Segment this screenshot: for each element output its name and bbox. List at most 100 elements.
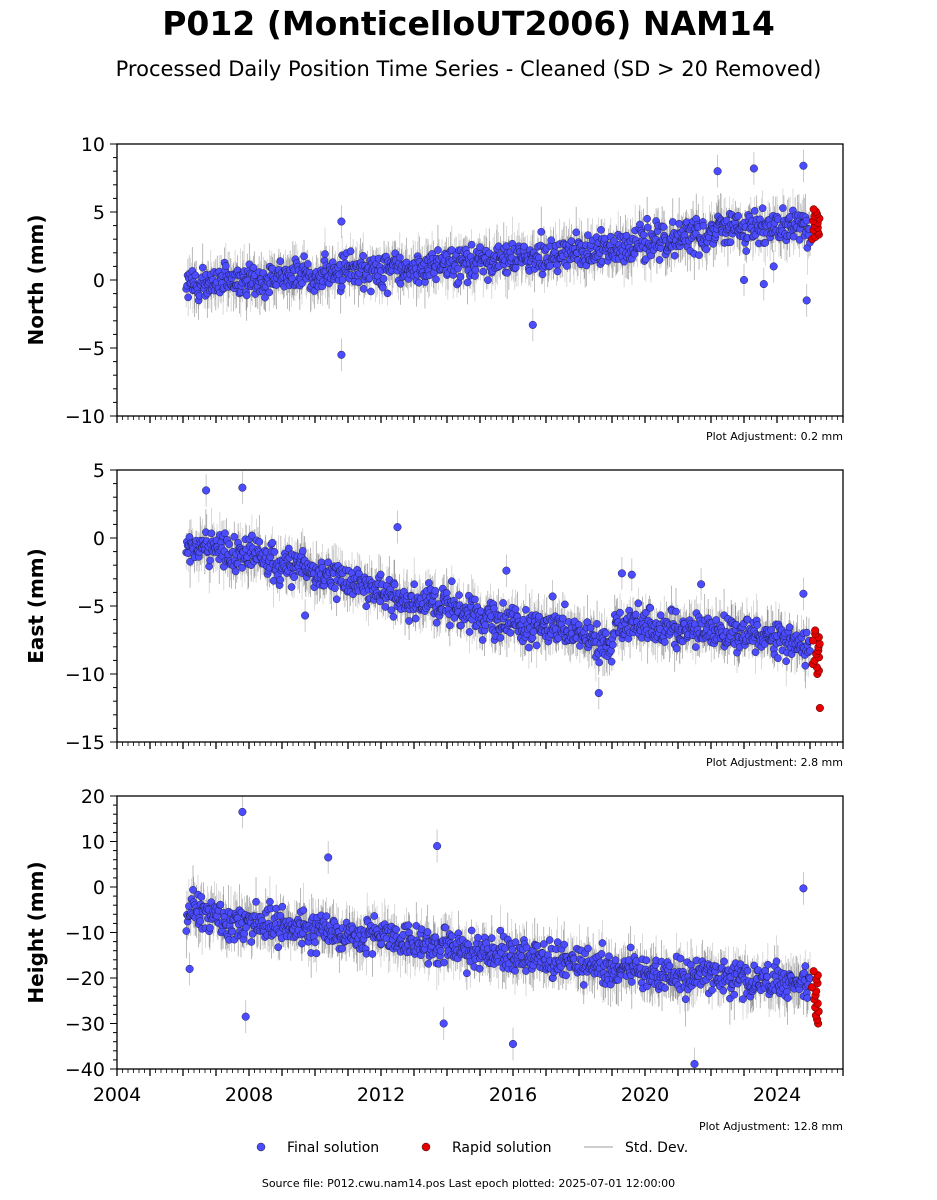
final-solution-point [656, 611, 665, 620]
final-solution-point [230, 532, 239, 541]
final-solution-point [300, 252, 308, 261]
final-solution-point [249, 263, 258, 272]
plot-area [182, 471, 824, 713]
final-solution-point [376, 570, 385, 579]
final-solution-point [261, 293, 269, 302]
final-solution-point [479, 267, 488, 276]
final-solution-point [405, 617, 413, 625]
final-solution-point [284, 544, 293, 553]
final-solution-point [563, 262, 571, 270]
final-solution-point [290, 573, 298, 581]
final-solution-point [396, 279, 405, 288]
final-solution-point [442, 589, 451, 597]
final-solution-point [655, 256, 664, 264]
final-solution-point [670, 251, 679, 260]
final-solution-point [362, 602, 371, 611]
final-solution-point [359, 285, 368, 293]
final-solution-point [332, 595, 341, 604]
panel-1: −10 −5 0 5 10 North (mm) Plot Adjustment: 0.2 … [24, 134, 844, 443]
final-solution-point [639, 231, 648, 239]
y-tick-label: 0 [93, 270, 105, 292]
final-solution-point [390, 580, 399, 589]
final-solution-point [774, 654, 782, 663]
final-solution-point [785, 623, 794, 632]
final-solution-point [532, 641, 541, 650]
final-solution-point [499, 599, 507, 607]
final-solution-point [712, 616, 720, 624]
final-solution-point [455, 591, 463, 599]
final-solution-point [601, 629, 610, 638]
final-solution-point [607, 657, 616, 666]
y-tick-label: −10 [65, 664, 105, 686]
final-solution-point [799, 589, 808, 598]
final-solution-point [287, 583, 296, 591]
rapid-solution-point [815, 703, 824, 713]
final-solution-point [750, 207, 759, 215]
final-solution-point [496, 634, 505, 642]
std-dev-bars [185, 471, 811, 710]
final-solution-point [761, 238, 770, 247]
final-solution-point [221, 529, 229, 538]
final-solution-point [471, 265, 480, 274]
final-solution-point [554, 634, 563, 643]
final-solution-point [298, 547, 307, 555]
final-solution-point [478, 636, 487, 644]
final-solution-point [238, 563, 246, 572]
final-solution-points [182, 483, 814, 698]
final-solution-point [276, 257, 285, 265]
final-solution-point [641, 255, 650, 263]
panel-2: −15 −10 −5 0 5 East (mm) Plot Adjustment: 2.8 … [24, 460, 844, 769]
final-solution-point [594, 689, 603, 698]
final-solution-point [379, 274, 388, 283]
final-solution-point [242, 291, 251, 300]
final-solution-point [789, 232, 798, 241]
final-solution-point [202, 486, 211, 495]
final-solution-point [627, 570, 636, 579]
final-solution-point [699, 221, 708, 230]
plot-area [182, 149, 824, 372]
final-solution-point [646, 604, 655, 612]
final-solution-point [338, 276, 347, 284]
x-axis [116, 416, 844, 423]
final-solution-point [511, 263, 520, 272]
final-solution-point [446, 621, 454, 630]
final-solution-point [376, 597, 384, 606]
final-solution-point [367, 287, 375, 296]
plot-area [182, 796, 823, 1069]
final-solution-point [255, 537, 264, 546]
final-solution-point [503, 268, 511, 277]
y-tick-label: −5 [77, 596, 105, 618]
final-solution-point [231, 567, 240, 576]
final-solution-point [337, 217, 346, 226]
final-solution-point [393, 523, 402, 532]
final-solution-point [481, 621, 490, 629]
final-solution-point [553, 267, 562, 276]
final-solution-point [801, 661, 810, 670]
rapid-solution-points [808, 205, 824, 244]
final-solution-point [434, 246, 442, 254]
final-solution-point [782, 657, 791, 666]
plot-adjustment-note: Plot Adjustment: 0.2 mm [706, 430, 843, 443]
final-solution-point [631, 610, 640, 619]
y-tick-label: −5 [77, 338, 105, 360]
final-solution-point [734, 212, 743, 220]
final-solution-point [411, 614, 420, 623]
final-solution-point [454, 264, 462, 273]
final-solution-point [634, 599, 643, 608]
final-solution-point [222, 262, 230, 270]
final-solution-point [643, 223, 652, 232]
final-solution-point [456, 272, 465, 281]
final-solution-point [276, 575, 285, 584]
final-solution-point [490, 604, 498, 613]
final-solution-point [431, 586, 440, 595]
final-solution-point [660, 638, 669, 646]
final-solution-point [586, 624, 595, 632]
final-solution-point [378, 283, 387, 292]
final-solution-point [672, 644, 681, 653]
final-solution-point [675, 219, 683, 228]
final-solution-point [739, 275, 749, 285]
final-solution-point [331, 584, 339, 593]
final-solution-point [265, 288, 274, 297]
final-solution-point [795, 236, 804, 244]
y-axis: −15 −10 −5 0 5 [65, 460, 117, 754]
